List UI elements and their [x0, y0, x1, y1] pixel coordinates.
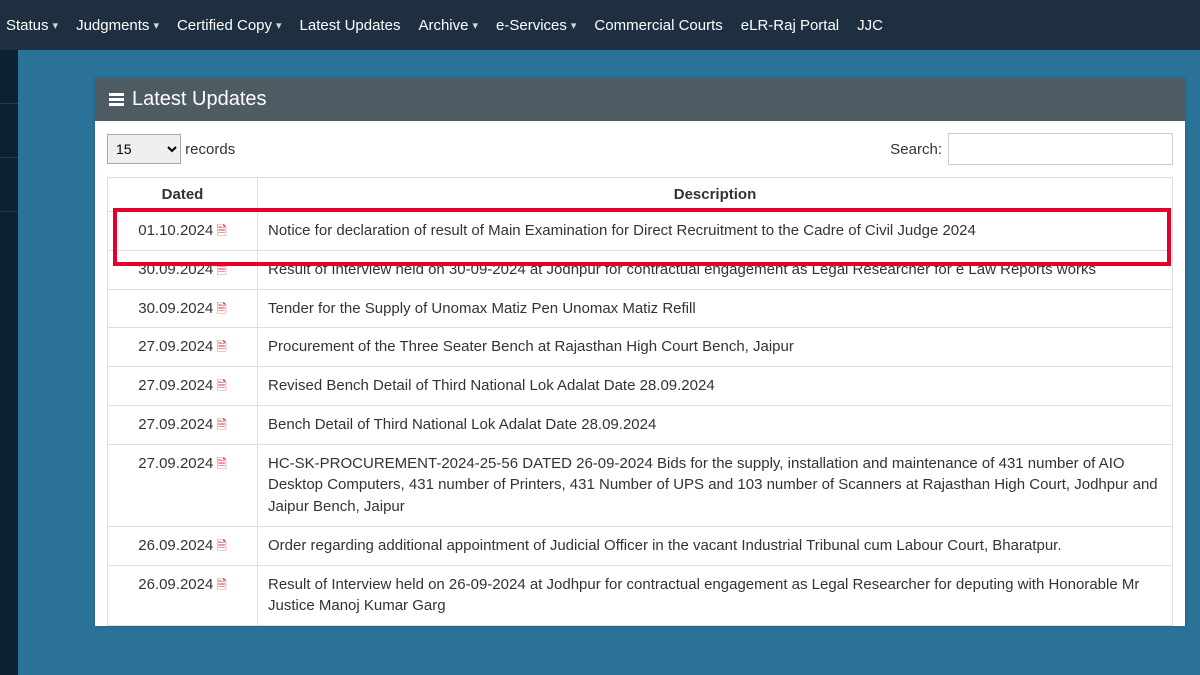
table-row: 01.10.2024🗎Notice for declaration of res… — [108, 212, 1173, 251]
chevron-down-icon: ▾ — [571, 19, 577, 32]
records-label: records — [185, 141, 235, 158]
cell-description[interactable]: Bench Detail of Third National Lok Adala… — [258, 405, 1173, 444]
nav-item-elr-raj-portal[interactable]: eLR-Raj Portal — [741, 17, 839, 34]
nav-label: Judgments — [76, 17, 149, 34]
date-text: 30.09.2024 — [138, 261, 213, 278]
cell-description[interactable]: Order regarding additional appointment o… — [258, 526, 1173, 565]
nav-label: Status — [6, 17, 49, 34]
cell-description[interactable]: Notice for declaration of result of Main… — [258, 212, 1173, 251]
pdf-icon[interactable]: 🗎 — [216, 455, 226, 474]
list-icon — [109, 93, 124, 106]
nav-item-status[interactable]: Status ▾ — [6, 17, 58, 34]
cell-description[interactable]: Result of Interview held on 30-09-2024 a… — [258, 250, 1173, 289]
cell-dated: 27.09.2024🗎 — [108, 405, 258, 444]
left-dark-strip — [0, 50, 18, 675]
col-header-dated[interactable]: Dated — [108, 178, 258, 212]
pdf-icon[interactable]: 🗎 — [216, 300, 226, 319]
date-text: 27.09.2024 — [138, 377, 213, 394]
date-text: 27.09.2024 — [138, 338, 213, 355]
records-select[interactable]: 15 — [107, 134, 181, 164]
records-control: 15 records — [107, 134, 235, 164]
panel-header: Latest Updates — [95, 78, 1185, 121]
pdf-icon[interactable]: 🗎 — [216, 338, 226, 357]
nav-label: Commercial Courts — [594, 17, 722, 34]
chevron-down-icon: ▾ — [472, 19, 478, 32]
date-text: 27.09.2024 — [138, 455, 213, 472]
nav-label: JJC — [857, 17, 883, 34]
date-text: 26.09.2024 — [138, 576, 213, 593]
date-text: 27.09.2024 — [138, 416, 213, 433]
cell-description[interactable]: Procurement of the Three Seater Bench at… — [258, 328, 1173, 367]
pdf-icon[interactable]: 🗎 — [216, 377, 226, 396]
cell-dated: 01.10.2024🗎 — [108, 212, 258, 251]
nav-label: Certified Copy — [177, 17, 272, 34]
pdf-icon[interactable]: 🗎 — [216, 576, 226, 595]
nav-label: Archive — [418, 17, 468, 34]
cell-dated: 26.09.2024🗎 — [108, 526, 258, 565]
chevron-down-icon: ▾ — [53, 19, 59, 32]
table-row: 27.09.2024🗎Bench Detail of Third Nationa… — [108, 405, 1173, 444]
cell-dated: 26.09.2024🗎 — [108, 565, 258, 626]
nav-item-latest-updates[interactable]: Latest Updates — [300, 17, 401, 34]
nav-label: e-Services — [496, 17, 567, 34]
panel-title: Latest Updates — [132, 88, 267, 111]
pdf-icon[interactable]: 🗎 — [216, 416, 226, 435]
table-row: 30.09.2024🗎Tender for the Supply of Unom… — [108, 289, 1173, 328]
cell-dated: 30.09.2024🗎 — [108, 289, 258, 328]
table-header-row: Dated Description — [108, 178, 1173, 212]
nav-item-judgments[interactable]: Judgments ▾ — [76, 17, 159, 34]
top-navbar: Status ▾ Judgments ▾ Certified Copy ▾ Latest U… — [0, 0, 1200, 50]
nav-item-archive[interactable]: Archive ▾ — [418, 17, 478, 34]
cell-dated: 27.09.2024🗎 — [108, 367, 258, 406]
table-row: 26.09.2024🗎Result of Interview held on 2… — [108, 565, 1173, 626]
cell-dated: 27.09.2024🗎 — [108, 444, 258, 526]
cell-description[interactable]: Result of Interview held on 26-09-2024 a… — [258, 565, 1173, 626]
cell-description[interactable]: Tender for the Supply of Unomax Matiz Pe… — [258, 289, 1173, 328]
nav-item-e-services[interactable]: e-Services ▾ — [496, 17, 576, 34]
pdf-icon[interactable]: 🗎 — [216, 222, 226, 241]
cell-description[interactable]: HC-SK-PROCUREMENT-2024-25-56 DATED 26-09… — [258, 444, 1173, 526]
cell-description[interactable]: Revised Bench Detail of Third National L… — [258, 367, 1173, 406]
table-row: 27.09.2024🗎Revised Bench Detail of Third… — [108, 367, 1173, 406]
pdf-icon[interactable]: 🗎 — [216, 261, 226, 280]
latest-updates-panel: Latest Updates 15 records Search: Dated … — [95, 78, 1185, 626]
date-text: 01.10.2024 — [138, 222, 213, 239]
cell-dated: 30.09.2024🗎 — [108, 250, 258, 289]
date-text: 30.09.2024 — [138, 300, 213, 317]
nav-label: eLR-Raj Portal — [741, 17, 839, 34]
search-control: Search: — [890, 133, 1173, 165]
nav-item-commercial-courts[interactable]: Commercial Courts — [594, 17, 722, 34]
pdf-icon[interactable]: 🗎 — [216, 537, 226, 556]
nav-item-jjc[interactable]: JJC — [857, 17, 883, 34]
chevron-down-icon: ▾ — [153, 19, 159, 32]
table-row: 27.09.2024🗎Procurement of the Three Seat… — [108, 328, 1173, 367]
nav-label: Latest Updates — [300, 17, 401, 34]
search-label: Search: — [890, 141, 942, 158]
chevron-down-icon: ▾ — [276, 19, 282, 32]
date-text: 26.09.2024 — [138, 537, 213, 554]
search-input[interactable] — [948, 133, 1173, 165]
table-row: 26.09.2024🗎Order regarding additional ap… — [108, 526, 1173, 565]
nav-item-certified-copy[interactable]: Certified Copy ▾ — [177, 17, 282, 34]
panel-body: 15 records Search: Dated Description 01.… — [95, 121, 1185, 626]
table-row: 30.09.2024🗎Result of Interview held on 3… — [108, 250, 1173, 289]
table-row: 27.09.2024🗎HC-SK-PROCUREMENT-2024-25-56 … — [108, 444, 1173, 526]
table-controls: 15 records Search: — [107, 133, 1173, 165]
updates-table: Dated Description 01.10.2024🗎Notice for … — [107, 177, 1173, 626]
cell-dated: 27.09.2024🗎 — [108, 328, 258, 367]
col-header-description[interactable]: Description — [258, 178, 1173, 212]
